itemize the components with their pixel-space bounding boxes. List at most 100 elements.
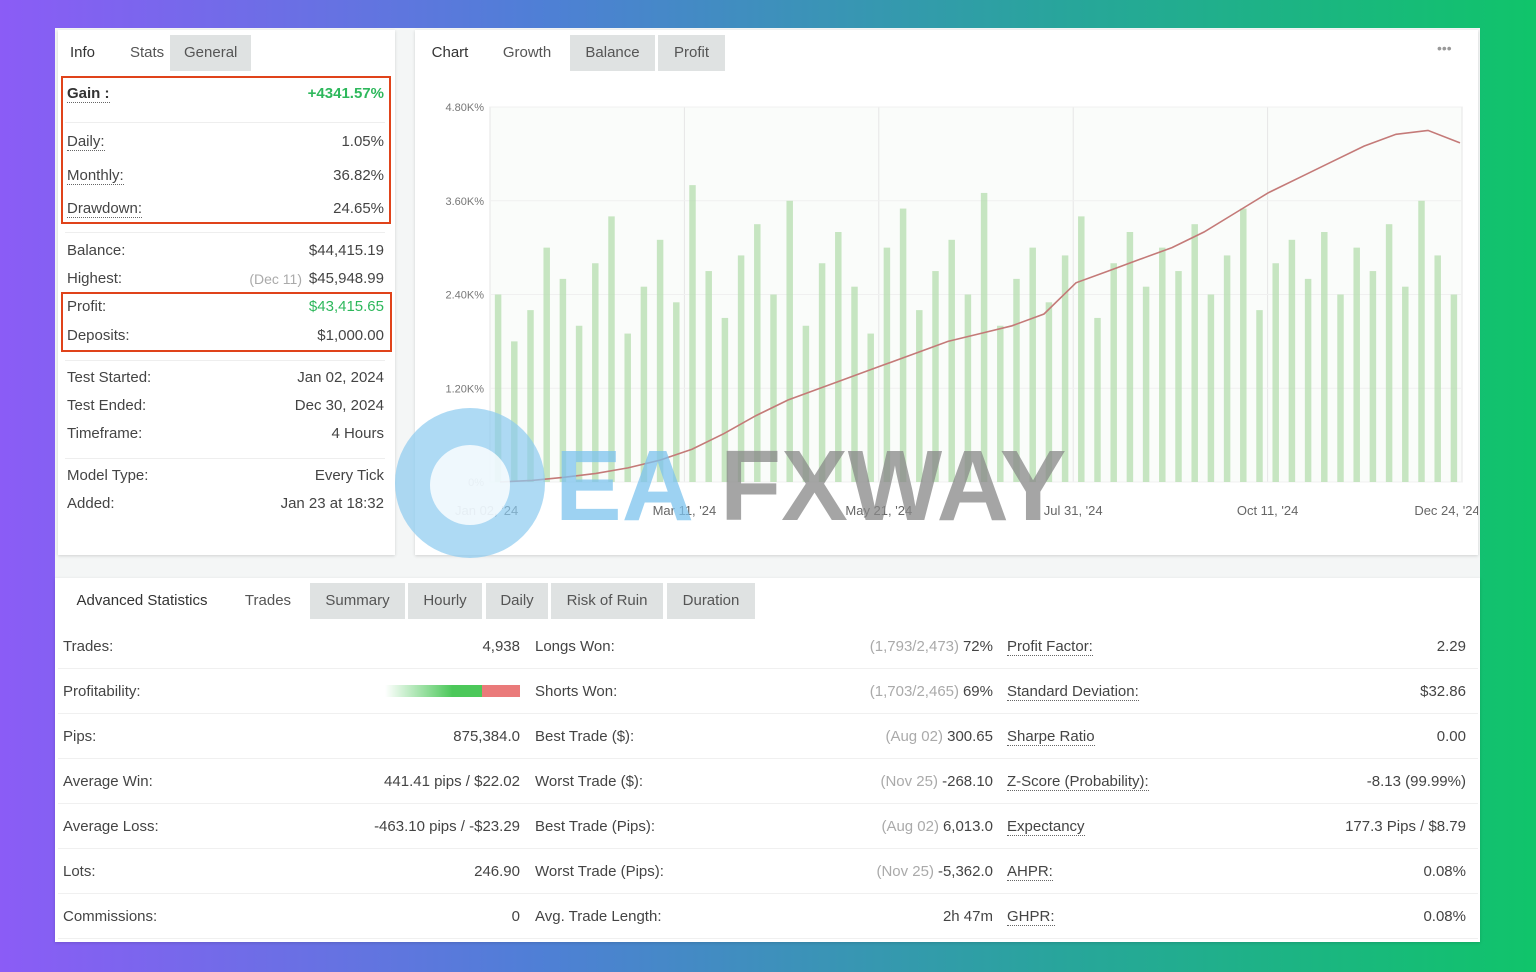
tab[interactable]: Balance [570, 35, 655, 71]
tab[interactable]: Advanced Statistics [76, 592, 208, 609]
tab[interactable]: Daily [486, 583, 548, 619]
info-label: Test Ended: [67, 397, 147, 414]
menu-button[interactable]: ••• [1437, 40, 1452, 56]
stat-label: Pips: [63, 728, 97, 745]
x-tick-label: Oct 11, '24 [1237, 503, 1299, 518]
stat-value: 2h 47m [942, 908, 993, 925]
bar [1402, 286, 1409, 482]
stat-value: 69% [962, 683, 993, 700]
bar [1288, 239, 1296, 482]
bar [721, 317, 729, 482]
bar [867, 333, 874, 482]
bar [1240, 208, 1247, 482]
info-value: Every Tick [314, 467, 384, 484]
stat-value: 441.41 pips / $22.02 [384, 773, 520, 790]
x-tick-label: Jul 31, '24 [1044, 503, 1103, 518]
bar [899, 208, 907, 482]
bar [1272, 263, 1279, 482]
stat-label: Worst Trade ($): [535, 773, 644, 790]
bar [1078, 216, 1085, 482]
stat-label: Best Trade ($): [535, 728, 635, 745]
bar [1256, 310, 1263, 482]
info-value: Jan 23 at 18:32 [280, 495, 384, 512]
bar [1126, 232, 1134, 482]
tab[interactable]: Growth [502, 44, 552, 61]
info-value: Jan 02, 2024 [297, 369, 384, 386]
separator [65, 232, 385, 233]
x-tick-label: Dec 24, '24 [1414, 503, 1478, 518]
logo-face [430, 445, 510, 525]
stat-note: (Nov 25) [880, 773, 938, 790]
watermark: EA FXWAY [395, 408, 1066, 558]
bar [1159, 247, 1166, 482]
bar [608, 216, 615, 482]
stat-value: 875,384.0 [453, 728, 520, 745]
stat-label: Best Trade (Pips): [535, 818, 656, 835]
row-separator [58, 713, 1478, 714]
bar [1191, 224, 1198, 482]
bar [916, 310, 923, 482]
info-label: Added: [67, 495, 115, 512]
tab[interactable]: Stats [130, 44, 165, 61]
x-tick-label: Mar 11, '24 [653, 503, 717, 518]
stat-label: Expectancy [1007, 818, 1085, 836]
tab[interactable]: Duration [667, 583, 755, 619]
bar [802, 325, 810, 482]
info-label: Daily: [67, 133, 105, 151]
stat-label: Lots: [63, 863, 96, 880]
stat-value: $32.86 [1420, 683, 1466, 700]
bar [883, 247, 891, 482]
stat-label: Sharpe Ratio [1007, 728, 1095, 746]
tab[interactable]: Hourly [408, 583, 482, 619]
bar [770, 294, 777, 482]
stat-value: 246.90 [474, 863, 520, 880]
info-label: Drawdown: [67, 200, 143, 218]
stat-value: -8.13 (99.99%) [1366, 773, 1466, 790]
tab[interactable]: Risk of Ruin [551, 583, 663, 619]
info-label: Profit: [67, 298, 107, 315]
stat-label: Worst Trade (Pips): [535, 863, 664, 880]
bar [689, 185, 696, 482]
watermark-text: FXWAY [720, 430, 1066, 542]
bar [527, 310, 534, 482]
stat-label: Commissions: [63, 908, 158, 925]
y-tick-label: 4.80K% [445, 102, 484, 114]
bar [511, 341, 518, 482]
stat-label: Profit Factor: [1007, 638, 1093, 656]
tab[interactable]: Chart [431, 44, 469, 61]
growth-line [499, 129, 1461, 483]
stat-label: AHPR: [1007, 863, 1053, 881]
info-value: Dec 30, 2024 [294, 397, 384, 414]
bar [543, 247, 550, 482]
bar [1434, 255, 1441, 482]
row-separator [58, 668, 1478, 669]
info-label: Model Type: [67, 467, 149, 484]
stat-value: 0.08% [1423, 908, 1466, 925]
bar [851, 286, 858, 482]
stat-label: GHPR: [1007, 908, 1055, 926]
bar [1418, 200, 1425, 482]
y-tick-label: 3.60K% [445, 196, 484, 208]
stat-value: 72% [962, 638, 993, 655]
bar [1385, 224, 1393, 482]
tab[interactable]: General [170, 35, 252, 71]
tab[interactable]: Profit [658, 35, 725, 71]
tab[interactable]: Summary [310, 583, 405, 619]
stat-value: -463.10 pips / -$23.29 [374, 818, 520, 835]
bar [1369, 271, 1377, 482]
stat-label: Longs Won: [535, 638, 615, 655]
tab[interactable]: Info [70, 44, 96, 61]
bar [592, 263, 599, 482]
stat-label: Avg. Trade Length: [535, 908, 662, 925]
info-value: 36.82% [333, 167, 384, 184]
bar [1094, 317, 1101, 482]
stat-value: -5,362.0 [937, 863, 993, 880]
bar [997, 325, 1004, 482]
info-note: (Dec 11) [249, 271, 302, 287]
bar [656, 239, 664, 482]
tab[interactable]: Trades [244, 592, 292, 609]
bar [1353, 247, 1360, 482]
row-separator [58, 803, 1478, 804]
